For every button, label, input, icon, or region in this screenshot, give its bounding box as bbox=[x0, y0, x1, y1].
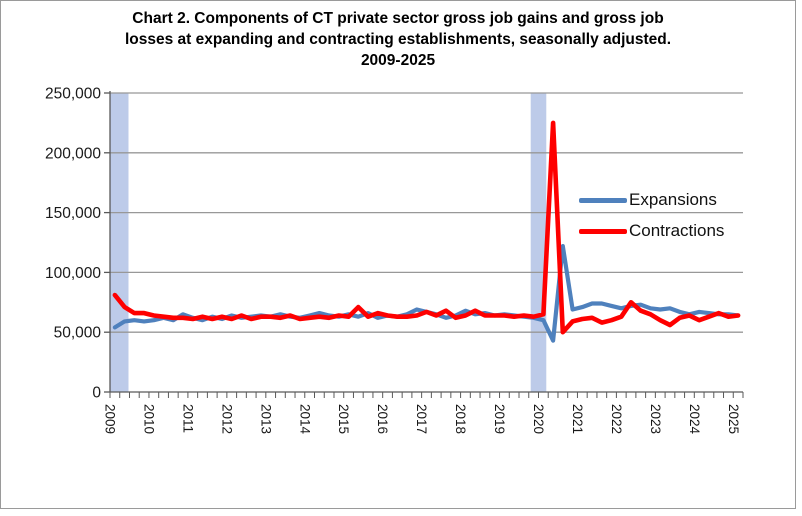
chart-title-line-1: Chart 2. Components of CT private sector… bbox=[132, 10, 664, 27]
series-line-contractions bbox=[112, 120, 741, 335]
legend-label-expansions: Expansions bbox=[629, 190, 717, 209]
x-year-label-2017: 2017 bbox=[414, 404, 429, 434]
x-year-label-2025: 2025 bbox=[726, 404, 741, 434]
x-year-label-2021: 2021 bbox=[570, 404, 585, 434]
x-year-label-2013: 2013 bbox=[258, 404, 273, 434]
chart-title-line-3: 2009-2025 bbox=[360, 52, 436, 69]
legend-item-expansions: Expansions bbox=[579, 189, 779, 211]
x-year-label-2014: 2014 bbox=[297, 404, 312, 435]
x-year-label-2012: 2012 bbox=[219, 404, 234, 434]
contractions-line-sample bbox=[579, 228, 627, 234]
x-year-label-2015: 2015 bbox=[336, 404, 351, 434]
x-year-label-2023: 2023 bbox=[648, 404, 663, 434]
legend-label-contractions: Contractions bbox=[629, 221, 725, 240]
y-tick-label-50,000: 50,000 bbox=[54, 325, 102, 342]
y-tick-label-100,000: 100,000 bbox=[45, 265, 101, 282]
y-tick-label-0: 0 bbox=[92, 385, 101, 402]
x-year-label-2019: 2019 bbox=[492, 404, 507, 434]
recession-band-1 bbox=[110, 93, 129, 392]
legend-item-contractions: Contractions bbox=[579, 220, 779, 242]
chart-title: Chart 2. Components of CT private sector… bbox=[10, 8, 786, 71]
x-year-label-2011: 2011 bbox=[180, 404, 195, 433]
legend: Expansions Contractions bbox=[579, 189, 779, 251]
y-tick-label-250,000: 250,000 bbox=[45, 86, 101, 103]
x-year-label-2022: 2022 bbox=[609, 404, 624, 434]
x-year-label-2016: 2016 bbox=[375, 404, 390, 434]
chart-frame bbox=[0, 0, 796, 509]
chart-title-line-2: losses at expanding and contracting esta… bbox=[124, 31, 672, 48]
y-tick-label-200,000: 200,000 bbox=[45, 145, 101, 162]
expansions-line-sample bbox=[579, 197, 627, 203]
x-year-label-2024: 2024 bbox=[687, 404, 702, 435]
x-year-label-2018: 2018 bbox=[453, 404, 468, 434]
x-year-label-2020: 2020 bbox=[531, 404, 546, 434]
recession-band-2 bbox=[530, 93, 547, 392]
y-tick-label-150,000: 150,000 bbox=[45, 205, 101, 222]
x-year-label-2009: 2009 bbox=[103, 404, 118, 434]
series-line-expansions bbox=[112, 244, 741, 343]
x-year-label-2010: 2010 bbox=[141, 404, 156, 434]
